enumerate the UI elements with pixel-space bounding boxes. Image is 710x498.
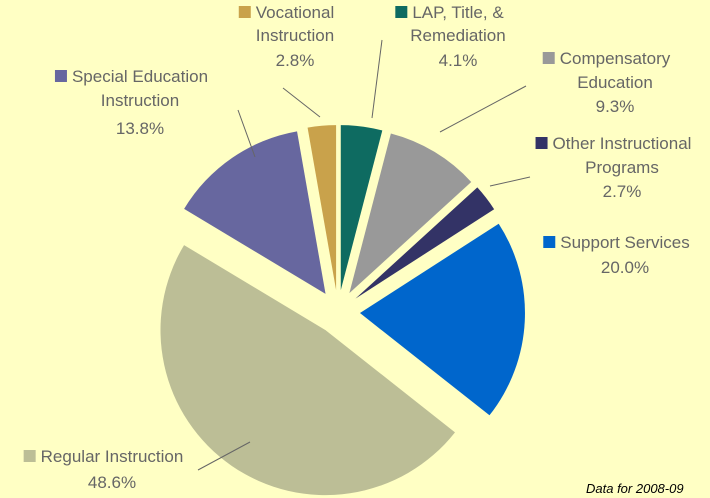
label-line: Vocational: [256, 3, 334, 22]
label-line: Instruction: [256, 26, 334, 45]
value-label: 9.3%: [596, 97, 635, 116]
label-line: Remediation: [410, 26, 505, 45]
value-label: 13.8%: [116, 119, 164, 138]
leader-line: [197, 441, 251, 471]
label-line: Special Education: [72, 67, 208, 86]
value-label: 20.0%: [601, 258, 649, 277]
pie-slice: [307, 125, 337, 291]
slice-label: Other Instructional Programs: [553, 134, 692, 177]
slice-label: LAP, Title, & Remediation: [410, 3, 505, 45]
slice-label: Compensatory Education: [560, 49, 671, 92]
legend-swatch: [395, 6, 408, 18]
legend-swatch: [535, 137, 548, 149]
legend-swatch: [542, 52, 555, 64]
slice-label: Support Services: [560, 233, 689, 252]
leader-line: [439, 85, 527, 133]
legend-swatch: [23, 450, 36, 462]
value-label: 4.1%: [439, 51, 478, 70]
slice-label: Vocational Instruction: [256, 3, 334, 45]
pie-slice: [349, 133, 472, 294]
legend-swatch: [543, 236, 556, 248]
note: Data for 2008-09: [586, 481, 684, 496]
pie-slice: [355, 187, 495, 299]
label-line: Regular Instruction: [41, 447, 184, 466]
leader-line: [282, 87, 321, 118]
legend-swatch: [54, 70, 67, 82]
pie-slice: [184, 131, 326, 294]
pie-slice: [340, 125, 383, 291]
leader-line: [489, 176, 531, 187]
value-label: 2.7%: [603, 182, 642, 201]
label-line: LAP, Title, &: [412, 3, 504, 22]
legend-swatch: [238, 6, 251, 18]
label-line: Programs: [585, 158, 659, 177]
pie-slice: [359, 223, 525, 416]
slice-label: Regular Instruction: [41, 447, 184, 466]
value-label: 48.6%: [88, 473, 136, 492]
label-line: Instruction: [101, 91, 179, 110]
value-label: 2.8%: [276, 51, 315, 70]
label-line: Compensatory: [560, 49, 671, 68]
label-line: Other Instructional: [553, 134, 692, 153]
label-line: Education: [577, 73, 653, 92]
pie-slice: [160, 245, 455, 496]
leader-line: [371, 39, 383, 119]
slice-label: Special Education Instruction: [72, 67, 208, 110]
leader-line: [237, 109, 256, 158]
label-line: Support Services: [560, 233, 689, 252]
